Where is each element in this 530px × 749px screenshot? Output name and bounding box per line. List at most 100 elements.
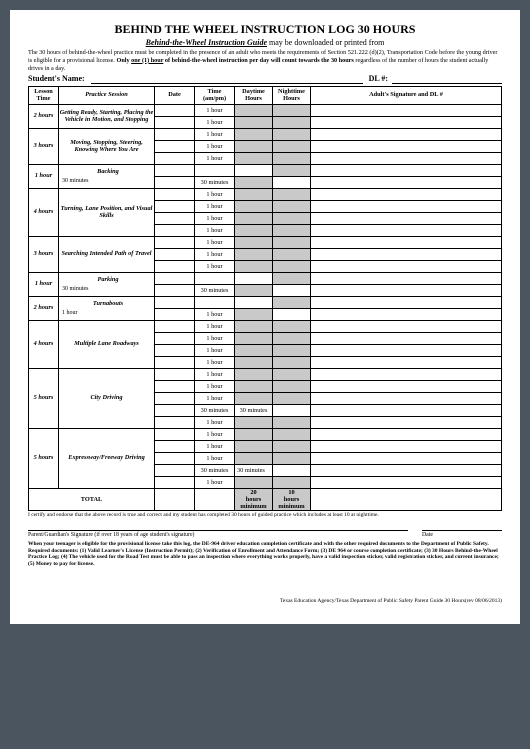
date-line[interactable]: Date xyxy=(422,530,502,538)
parent-signature-line[interactable]: Parent/Guardian's Signature (if over 18 … xyxy=(28,530,408,538)
daytime-cell[interactable] xyxy=(235,165,273,177)
signature-cell[interactable] xyxy=(311,165,502,177)
signature-cell[interactable] xyxy=(311,429,502,441)
signature-cell[interactable] xyxy=(311,141,502,153)
date-cell[interactable] xyxy=(155,105,195,117)
signature-cell[interactable] xyxy=(311,321,502,333)
signature-cell[interactable] xyxy=(311,453,502,465)
daytime-cell[interactable] xyxy=(235,429,273,441)
date-cell[interactable] xyxy=(155,237,195,249)
nighttime-cell[interactable] xyxy=(273,441,311,453)
date-cell[interactable] xyxy=(155,189,195,201)
date-cell[interactable] xyxy=(155,201,195,213)
date-cell[interactable] xyxy=(155,381,195,393)
daytime-cell[interactable] xyxy=(235,261,273,273)
daytime-cell[interactable] xyxy=(235,225,273,237)
nighttime-cell[interactable] xyxy=(273,189,311,201)
signature-cell[interactable] xyxy=(311,129,502,141)
signature-cell[interactable] xyxy=(311,201,502,213)
nighttime-cell[interactable] xyxy=(273,249,311,261)
nighttime-cell[interactable] xyxy=(273,261,311,273)
daytime-cell[interactable] xyxy=(235,141,273,153)
nighttime-cell[interactable] xyxy=(273,105,311,117)
dl-field[interactable] xyxy=(392,74,502,84)
nighttime-cell[interactable] xyxy=(273,345,311,357)
nighttime-cell[interactable] xyxy=(273,285,311,297)
date-cell[interactable] xyxy=(155,333,195,345)
nighttime-cell[interactable] xyxy=(273,477,311,489)
nighttime-cell[interactable] xyxy=(273,321,311,333)
signature-cell[interactable] xyxy=(311,237,502,249)
signature-cell[interactable] xyxy=(311,105,502,117)
daytime-cell[interactable] xyxy=(235,273,273,285)
signature-cell[interactable] xyxy=(311,285,502,297)
date-cell[interactable] xyxy=(155,153,195,165)
date-cell[interactable] xyxy=(155,477,195,489)
date-cell[interactable] xyxy=(155,309,195,321)
signature-cell[interactable] xyxy=(311,477,502,489)
daytime-cell[interactable] xyxy=(235,441,273,453)
daytime-cell[interactable] xyxy=(235,249,273,261)
signature-cell[interactable] xyxy=(311,465,502,477)
date-cell[interactable] xyxy=(155,321,195,333)
nighttime-cell[interactable] xyxy=(273,405,311,417)
signature-cell[interactable] xyxy=(311,273,502,285)
nighttime-cell[interactable] xyxy=(273,141,311,153)
nighttime-cell[interactable] xyxy=(273,393,311,405)
date-cell[interactable] xyxy=(155,249,195,261)
nighttime-cell[interactable] xyxy=(273,201,311,213)
date-cell[interactable] xyxy=(155,213,195,225)
date-cell[interactable] xyxy=(155,225,195,237)
nighttime-cell[interactable] xyxy=(273,465,311,477)
date-cell[interactable] xyxy=(155,441,195,453)
date-cell[interactable] xyxy=(155,465,195,477)
date-cell[interactable] xyxy=(155,429,195,441)
nighttime-cell[interactable] xyxy=(273,225,311,237)
date-cell[interactable] xyxy=(155,369,195,381)
signature-cell[interactable] xyxy=(311,309,502,321)
daytime-cell[interactable] xyxy=(235,333,273,345)
daytime-cell[interactable] xyxy=(235,105,273,117)
daytime-cell[interactable] xyxy=(235,477,273,489)
signature-cell[interactable] xyxy=(311,117,502,129)
student-name-field[interactable] xyxy=(91,74,363,84)
daytime-cell[interactable] xyxy=(235,189,273,201)
date-cell[interactable] xyxy=(155,141,195,153)
daytime-cell[interactable] xyxy=(235,285,273,297)
daytime-cell[interactable] xyxy=(235,321,273,333)
nighttime-cell[interactable] xyxy=(273,153,311,165)
nighttime-cell[interactable] xyxy=(273,309,311,321)
nighttime-cell[interactable] xyxy=(273,237,311,249)
signature-cell[interactable] xyxy=(311,441,502,453)
signature-cell[interactable] xyxy=(311,249,502,261)
signature-cell[interactable] xyxy=(311,393,502,405)
signature-cell[interactable] xyxy=(311,177,502,189)
date-cell[interactable] xyxy=(155,261,195,273)
nighttime-cell[interactable] xyxy=(273,165,311,177)
daytime-cell[interactable] xyxy=(235,345,273,357)
date-cell[interactable] xyxy=(155,417,195,429)
signature-cell[interactable] xyxy=(311,261,502,273)
date-cell[interactable] xyxy=(155,177,195,189)
signature-cell[interactable] xyxy=(311,297,502,309)
nighttime-cell[interactable] xyxy=(273,117,311,129)
nighttime-cell[interactable] xyxy=(273,213,311,225)
signature-cell[interactable] xyxy=(311,417,502,429)
daytime-cell[interactable] xyxy=(235,309,273,321)
daytime-cell[interactable] xyxy=(235,297,273,309)
nighttime-cell[interactable] xyxy=(273,381,311,393)
daytime-cell[interactable] xyxy=(235,453,273,465)
signature-cell[interactable] xyxy=(311,189,502,201)
signature-cell[interactable] xyxy=(311,357,502,369)
signature-cell[interactable] xyxy=(311,153,502,165)
daytime-cell[interactable] xyxy=(235,417,273,429)
daytime-cell[interactable] xyxy=(235,117,273,129)
date-cell[interactable] xyxy=(155,357,195,369)
date-cell[interactable] xyxy=(155,345,195,357)
signature-cell[interactable] xyxy=(311,405,502,417)
signature-cell[interactable] xyxy=(311,381,502,393)
daytime-cell[interactable] xyxy=(235,129,273,141)
daytime-cell[interactable] xyxy=(235,357,273,369)
nighttime-cell[interactable] xyxy=(273,357,311,369)
daytime-cell[interactable] xyxy=(235,153,273,165)
